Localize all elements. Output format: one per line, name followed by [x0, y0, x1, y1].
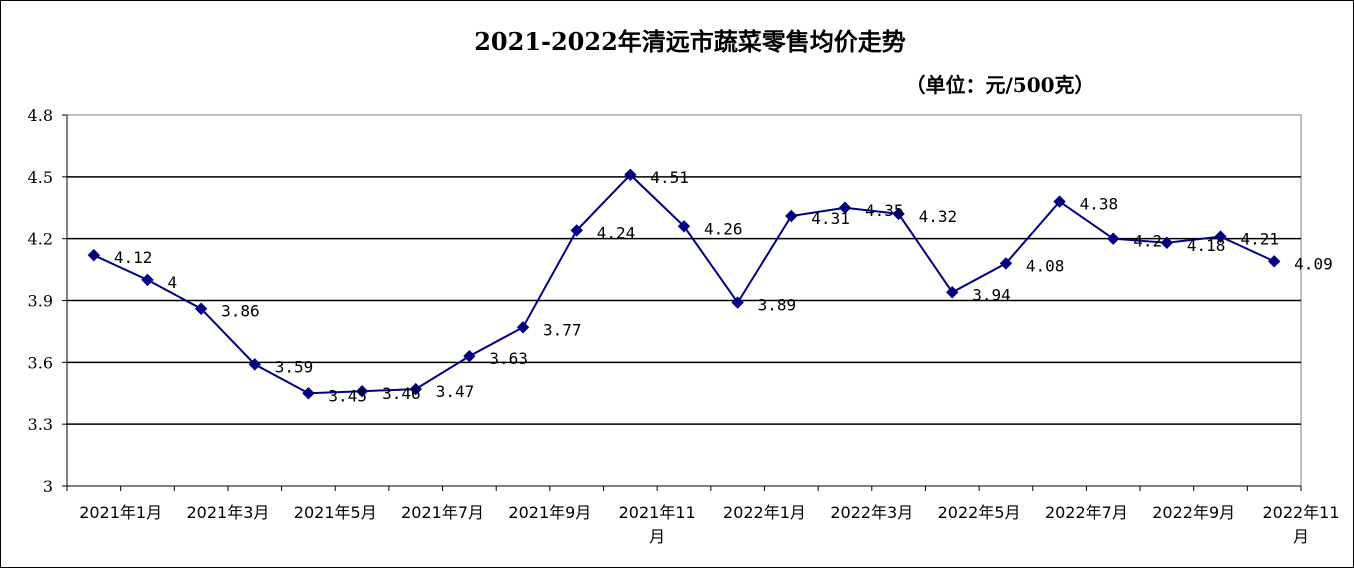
data-point-1 — [141, 273, 154, 287]
x-tick-label: 2022年7月 — [1045, 503, 1128, 522]
y-tick-label: 3.3 — [28, 415, 53, 434]
data-label-14: 4.35 — [865, 201, 904, 220]
x-tick-labels: 2021年1月 2021年3月 2021年5月 2021年7月 2021年9月 2021年… — [79, 503, 1339, 546]
data-label-13: 4.31 — [811, 209, 850, 228]
data-point-12 — [731, 296, 744, 309]
data-label-9: 4.24 — [597, 223, 636, 242]
x-tick-label: 2022年5月 — [938, 503, 1021, 522]
data-point-6 — [409, 382, 422, 396]
x-tick-label: 2022年9月 — [1152, 503, 1235, 522]
x-tick-label: 2021年1月 — [79, 503, 162, 522]
x-tick-label: 2021年7月 — [401, 503, 484, 522]
data-label-11: 4.26 — [704, 219, 743, 238]
data-label-0: 4.12 — [114, 248, 153, 267]
data-label-3: 3.59 — [275, 357, 314, 376]
data-point-21 — [1214, 230, 1227, 243]
data-label-2: 3.86 — [221, 302, 260, 321]
y-tick-label: 3.6 — [28, 353, 53, 372]
data-label-16: 3.94 — [972, 285, 1011, 304]
y-tick-label: 4.8 — [28, 106, 53, 125]
data-point-15 — [892, 207, 905, 221]
y-tick-label: 4.2 — [28, 230, 53, 249]
x-tick-label: 2021年3月 — [187, 503, 270, 522]
data-label-21: 4.21 — [1241, 230, 1280, 249]
data-point-16 — [946, 286, 959, 299]
data-point-22 — [1267, 255, 1281, 268]
data-point-17 — [999, 257, 1013, 270]
y-tick-label: 3 — [43, 477, 53, 496]
data-point-19 — [1107, 232, 1120, 245]
y-tick-labels: 3 3.3 3.6 3.9 4.2 4.5 4.8 — [28, 106, 53, 496]
x-tick-label: 2021年9月 — [508, 503, 591, 522]
y-tick-label: 4.5 — [28, 168, 53, 187]
x-tick-label: 2022年3月 — [830, 503, 913, 522]
data-label-5: 3.46 — [382, 384, 421, 403]
y-tick-label: 3.9 — [28, 292, 53, 311]
data-point-9 — [570, 224, 583, 237]
data-label-17: 4.08 — [1026, 256, 1065, 275]
data-label-19: 4.2 — [1133, 232, 1162, 251]
series-price — [87, 168, 1281, 400]
data-label-22: 4.09 — [1294, 254, 1333, 273]
x-tick-label: 2022年1月 — [723, 503, 806, 522]
data-point-14 — [838, 201, 852, 214]
x-tick-label: 2021年11 月 — [619, 503, 696, 546]
data-label-18: 4.38 — [1080, 195, 1119, 214]
x-tick-label: 2022年11 月 — [1262, 503, 1339, 546]
x-tick-label: 2021年5月 — [294, 503, 377, 522]
data-point-7 — [463, 349, 476, 363]
data-label-20: 4.18 — [1187, 236, 1226, 255]
data-point-3 — [248, 358, 261, 371]
data-label-4: 3.45 — [328, 386, 367, 405]
data-point-4 — [302, 387, 315, 400]
data-label-1: 4 — [167, 273, 177, 292]
unit-label: （单位：元/500克） — [905, 73, 1094, 97]
axes — [62, 114, 1302, 491]
data-label-12: 3.89 — [758, 296, 797, 315]
data-point-13 — [785, 209, 798, 223]
chart-title: 2021-2022年清远市蔬菜零售均价走势 — [474, 27, 906, 56]
data-point-8 — [516, 321, 530, 334]
data-point-5 — [355, 384, 369, 398]
data-labels: 4.12 4 3.86 3.59 3.45 3.46 3.47 3.63 3.77 4.24 4.5… — [114, 168, 1333, 405]
data-label-7: 3.63 — [489, 349, 528, 368]
data-point-20 — [1160, 236, 1174, 249]
data-label-15: 4.32 — [919, 207, 958, 226]
data-point-0 — [87, 248, 101, 262]
data-label-6: 3.47 — [436, 382, 475, 401]
data-point-10 — [624, 168, 637, 181]
data-label-8: 3.77 — [543, 320, 582, 339]
grid-lines — [67, 176, 1301, 425]
data-label-10: 4.51 — [650, 168, 689, 187]
data-point-11 — [677, 220, 691, 233]
data-point-18 — [1053, 195, 1066, 208]
data-point-2 — [194, 302, 208, 315]
